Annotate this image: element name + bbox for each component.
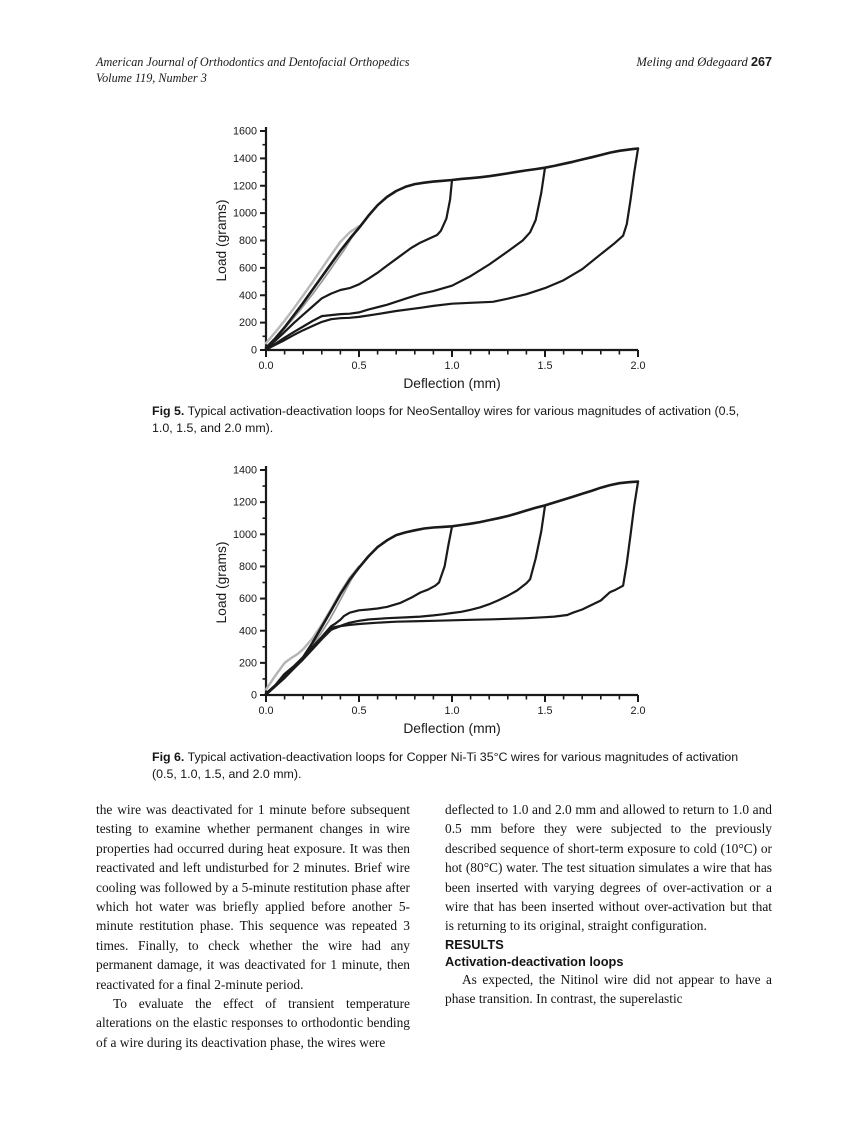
y-tick-label: 1400 — [233, 153, 257, 165]
y-tick-label: 0 — [251, 690, 257, 702]
running-head-right: Meling and Ødegaard 267 — [636, 55, 772, 71]
x-tick-label: 1.5 — [537, 705, 552, 717]
x-tick-label: 0.5 — [351, 705, 366, 717]
paragraph: the wire was deactivated for 1 minute be… — [96, 802, 410, 992]
y-tick-label: 200 — [239, 317, 257, 329]
fig5-caption-label: Fig 5. — [152, 404, 185, 418]
y-tick-label: 1400 — [233, 465, 257, 477]
x-tick-label: 0.5 — [351, 360, 366, 372]
fig5-line-chart: 0.0 0.5 1.0 1.5 2.0 0 200 400 600 800 1000 1200 1400… — [214, 126, 646, 391]
page-number: 267 — [750, 55, 772, 69]
authors: Meling and Ødegaard — [636, 55, 748, 69]
y-tick-label: 800 — [239, 235, 257, 247]
y-tick-label: 400 — [239, 290, 257, 302]
axis — [264, 466, 638, 697]
series-deactivation-2.0mm — [264, 147, 640, 351]
y-tick-label: 1600 — [233, 126, 257, 138]
y-tick-label: 400 — [239, 625, 257, 637]
series-deactivation-1.0mm — [264, 178, 454, 350]
y-tick-label: 1000 — [233, 208, 257, 220]
x-tick-label: 0.0 — [258, 705, 273, 717]
fig6-caption-label: Fig 6. — [152, 750, 185, 764]
running-head-left: American Journal of Orthodontics and Den… — [96, 55, 516, 86]
paragraph: deflected to 1.0 and 2.0 mm and allowed … — [445, 802, 772, 934]
x-tick-label: 1.5 — [537, 360, 552, 372]
series-deactivation-2.0mm — [264, 480, 640, 696]
x-axis-title: Deflection (mm) — [403, 376, 500, 391]
series-activation-0.5mm-gray — [264, 224, 361, 345]
paragraph: As expected, the Nitinol wire did not ap… — [445, 971, 772, 1007]
x-tick-label: 2.0 — [630, 360, 645, 372]
body-column-left: the wire was deactivated for 1 minute be… — [96, 800, 410, 1052]
y-axis-title: Load (grams) — [214, 199, 229, 281]
y-tick-label: 1200 — [233, 497, 257, 509]
x-tick-label: 2.0 — [630, 705, 645, 717]
fig6-caption: Fig 6. Typical activation-deactivation l… — [152, 749, 753, 782]
fig6-caption-text: Typical activation-deactivation loops fo… — [152, 750, 739, 781]
body-column-right: deflected to 1.0 and 2.0 mm and allowed … — [445, 800, 772, 1009]
activation-loops-subheading: Activation-deactivation loops — [445, 953, 624, 969]
x-axis-title: Deflection (mm) — [403, 721, 500, 736]
y-axis-title: Load (grams) — [214, 541, 229, 623]
x-tick-label: 0.0 — [258, 360, 273, 372]
fig5-caption: Fig 5. Typical activation-deactivation l… — [152, 403, 753, 436]
fig5-caption-text: Typical activation-deactivation loops fo… — [152, 404, 740, 435]
results-heading: RESULTS — [445, 936, 504, 952]
series-activation-envelope — [264, 147, 640, 350]
y-tick-label: 800 — [239, 561, 257, 573]
series-deactivation-1.5mm — [264, 166, 547, 351]
y-tick-label: 600 — [239, 262, 257, 274]
x-tick-label: 1.0 — [444, 360, 459, 372]
y-tick-label: 0 — [251, 345, 257, 357]
journal-volume: Volume 119, Number 3 — [96, 70, 207, 85]
y-tick-label: 200 — [239, 657, 257, 669]
y-tick-label: 1200 — [233, 180, 257, 192]
x-tick-label: 1.0 — [444, 705, 459, 717]
y-tick-label: 600 — [239, 593, 257, 605]
y-tick-label: 1000 — [233, 529, 257, 541]
series-activation-envelope — [264, 480, 640, 695]
journal-title: American Journal of Orthodontics and Den… — [96, 55, 410, 69]
fig6-line-chart: 0.0 0.5 1.0 1.5 2.0 0 200 400 600 800 1000 1200 1400… — [214, 465, 646, 736]
paragraph: To evaluate the effect of transient temp… — [96, 996, 410, 1050]
